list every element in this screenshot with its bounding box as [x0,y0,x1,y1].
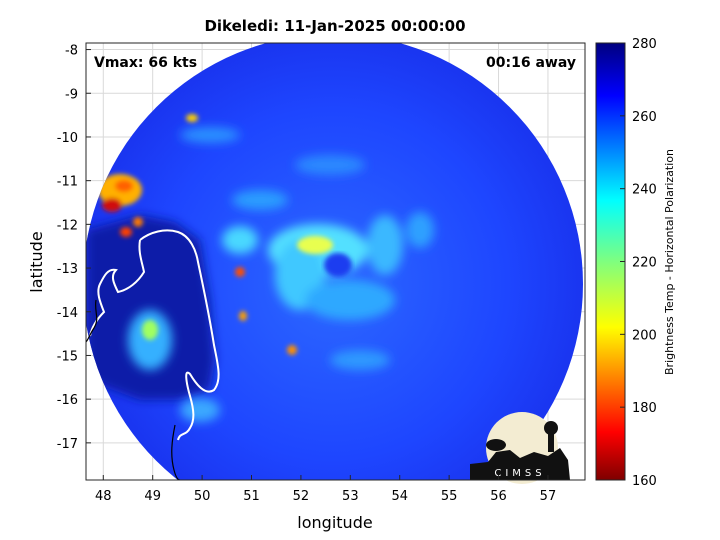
axes-frame [85,42,586,481]
coastline [89,229,220,441]
colorbar-tick-label: 220 [632,256,657,271]
colorbar-tick-label: 180 [632,401,657,416]
coastline-black [86,299,181,480]
colorbar-tick-label: 160 [632,474,657,489]
x-tick-label: 52 [293,489,310,504]
cimss-logo-text: CIMSS [494,468,545,479]
brightness-temperature-swath [86,43,583,480]
colorbar-tick-label: 280 [632,37,657,52]
y-tick-label: -9 [65,87,78,102]
colorbar-tick-label: 260 [632,110,657,125]
x-axis-label: longitude [297,513,372,532]
y-tick-label: -17 [57,437,78,452]
cimss-logo: CIMSS [470,412,570,484]
x-tick-label: 50 [194,489,211,504]
colorbar-label: Brightness Temp - Horizontal Polarizatio… [663,149,676,375]
colorbar: 280 260 240 220 200 180 160 Brightness Temp - … [595,37,676,489]
storm-eye [324,253,352,277]
y-tick-label: -16 [57,393,78,408]
x-tick-label: 49 [144,489,161,504]
x-tick-label: 48 [95,489,112,504]
y-axis: -8 -9 -10 -11 -12 -13 -14 -15 -16 -17 [57,44,91,452]
time-away-label: 00:16 away [486,55,576,71]
x-tick-label: 54 [391,489,408,504]
y-tick-label: -10 [57,131,78,146]
y-tick-label: -14 [57,306,78,321]
x-tick-label: 57 [540,489,557,504]
x-axis: 48 49 50 51 52 53 54 55 56 57 [95,475,556,504]
x-tick-label: 53 [342,489,359,504]
colorbar-tick-label: 240 [632,183,657,198]
x-tick-label: 56 [490,489,507,504]
figure-title: Dikeledi: 11-Jan-2025 00:00:00 [204,17,465,35]
warm-patches [98,114,333,355]
y-tick-label: -8 [65,44,78,59]
vmax-label: Vmax: 66 kts [94,55,197,71]
y-axis-label: latitude [27,231,46,292]
y-tick-label: -13 [57,262,78,277]
colorbar-tick-label: 200 [632,328,657,343]
x-tick-label: 55 [441,489,458,504]
y-tick-label: -12 [57,218,78,233]
x-tick-label: 51 [243,489,260,504]
y-tick-label: -11 [57,175,78,190]
y-tick-label: -15 [57,349,78,364]
colorbar-ticks: 280 260 240 220 200 180 160 [620,37,657,489]
cold-land-region [86,215,215,400]
